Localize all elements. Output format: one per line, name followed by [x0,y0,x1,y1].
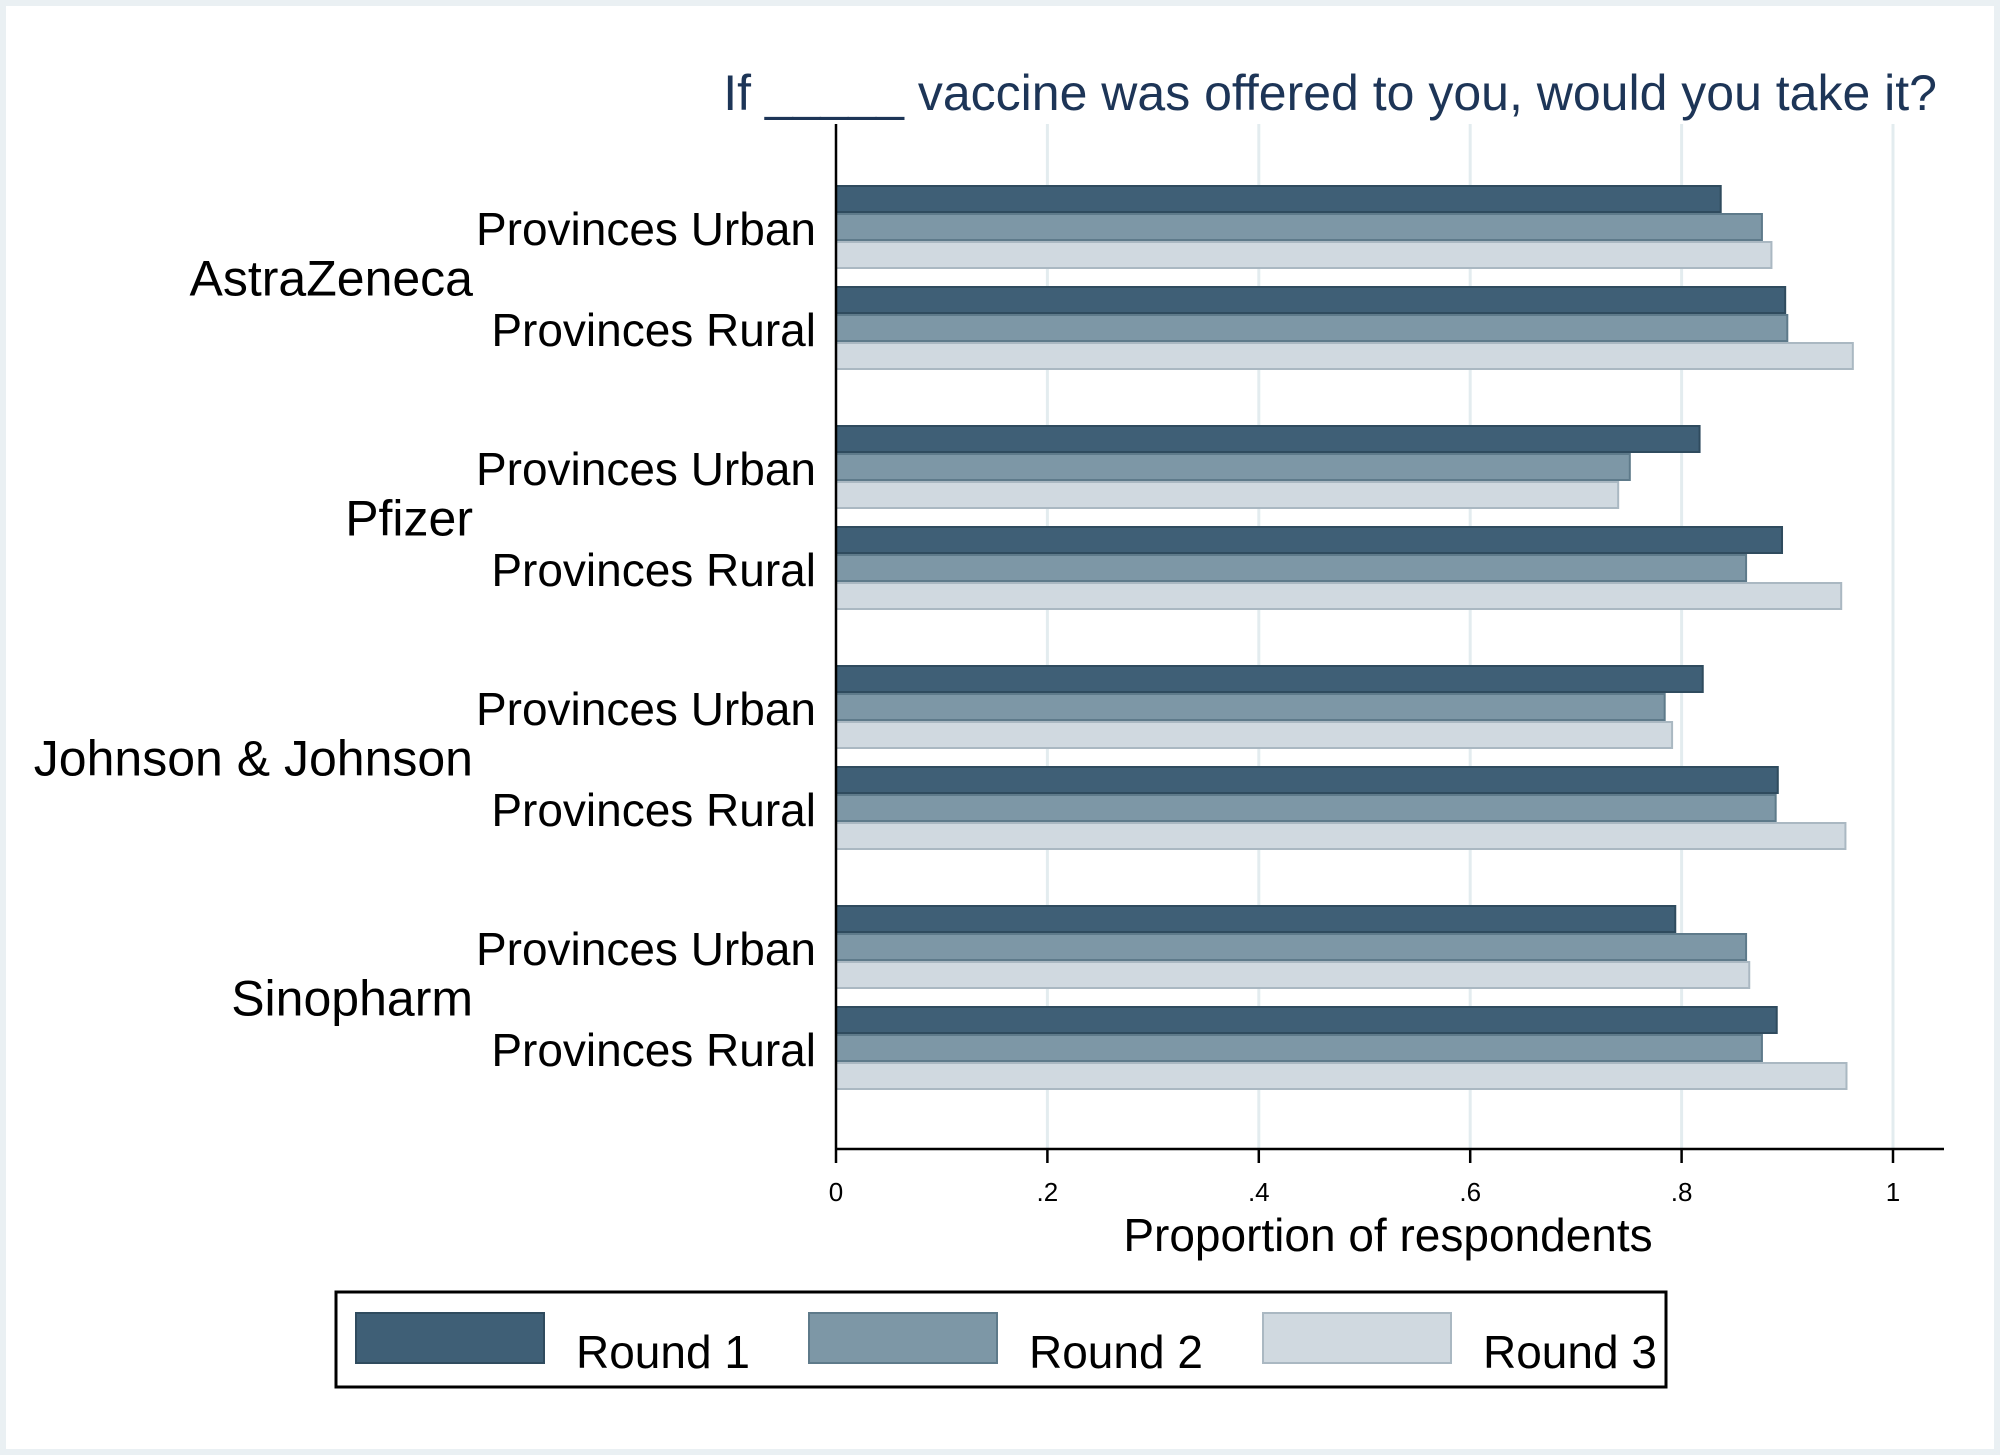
bar [835,185,1722,213]
x-tick-label: .2 [1037,1177,1059,1207]
legend-swatch [355,1312,545,1364]
bar [835,453,1631,481]
x-tick-label: .4 [1248,1177,1270,1207]
row-label: Provinces Urban [476,683,816,735]
bar [835,286,1787,314]
bar-chart: If _____ vaccine was offered to you, wou… [34,65,1944,1389]
row-label: Provinces Urban [476,443,816,495]
row-label: Provinces Urban [476,923,816,975]
bar [835,766,1779,794]
group-label: Johnson & Johnson [34,731,473,787]
bar [835,1006,1778,1034]
group-label: AstraZeneca [190,251,474,307]
legend-label: Round 1 [576,1326,750,1378]
row-label: Provinces Urban [476,203,816,255]
bar [835,822,1847,850]
bar [835,693,1666,721]
row-label: Provinces Rural [491,784,816,836]
bars [835,185,1854,1090]
bar [835,721,1674,749]
bar [835,425,1701,453]
bar [835,905,1677,933]
grid-lines [1045,124,1895,1149]
bar [835,1062,1848,1090]
legend-swatch [808,1312,998,1364]
category-labels: Provinces Urban Provinces Rural AstraZenec… [34,203,816,1076]
bar [835,554,1748,582]
bar [835,526,1784,554]
legend-swatch [1262,1312,1452,1364]
legend: Round 1 Round 2 Round 3 [334,1290,1668,1389]
bar [835,1034,1763,1062]
row-label: Provinces Rural [491,304,816,356]
row-label: Provinces Rural [491,1024,816,1076]
bar [835,314,1789,342]
bar [835,665,1704,693]
x-tick-label: .6 [1459,1177,1481,1207]
bar [835,213,1763,241]
legend-label: Round 2 [1029,1326,1203,1378]
x-tick-label: 0 [829,1177,843,1207]
bar [835,961,1751,989]
bar [835,794,1777,822]
x-axis-label: Proportion of respondents [1123,1209,1652,1261]
chart-title: If _____ vaccine was offered to you, wou… [723,65,1937,121]
bar [835,582,1843,610]
x-tick-label: .8 [1671,1177,1693,1207]
chart-frame: If _____ vaccine was offered to you, wou… [6,6,1994,1449]
x-tick-label: 1 [1886,1177,1900,1207]
row-label: Provinces Rural [491,544,816,596]
bar [835,933,1748,961]
group-label: Pfizer [345,491,473,547]
axes: 0 .2 .4 .6 .8 1 [829,124,1944,1207]
group-label: Sinopharm [231,971,473,1027]
bar [835,481,1620,509]
bar [835,342,1854,370]
legend-label: Round 3 [1483,1326,1657,1378]
bar [835,241,1773,269]
